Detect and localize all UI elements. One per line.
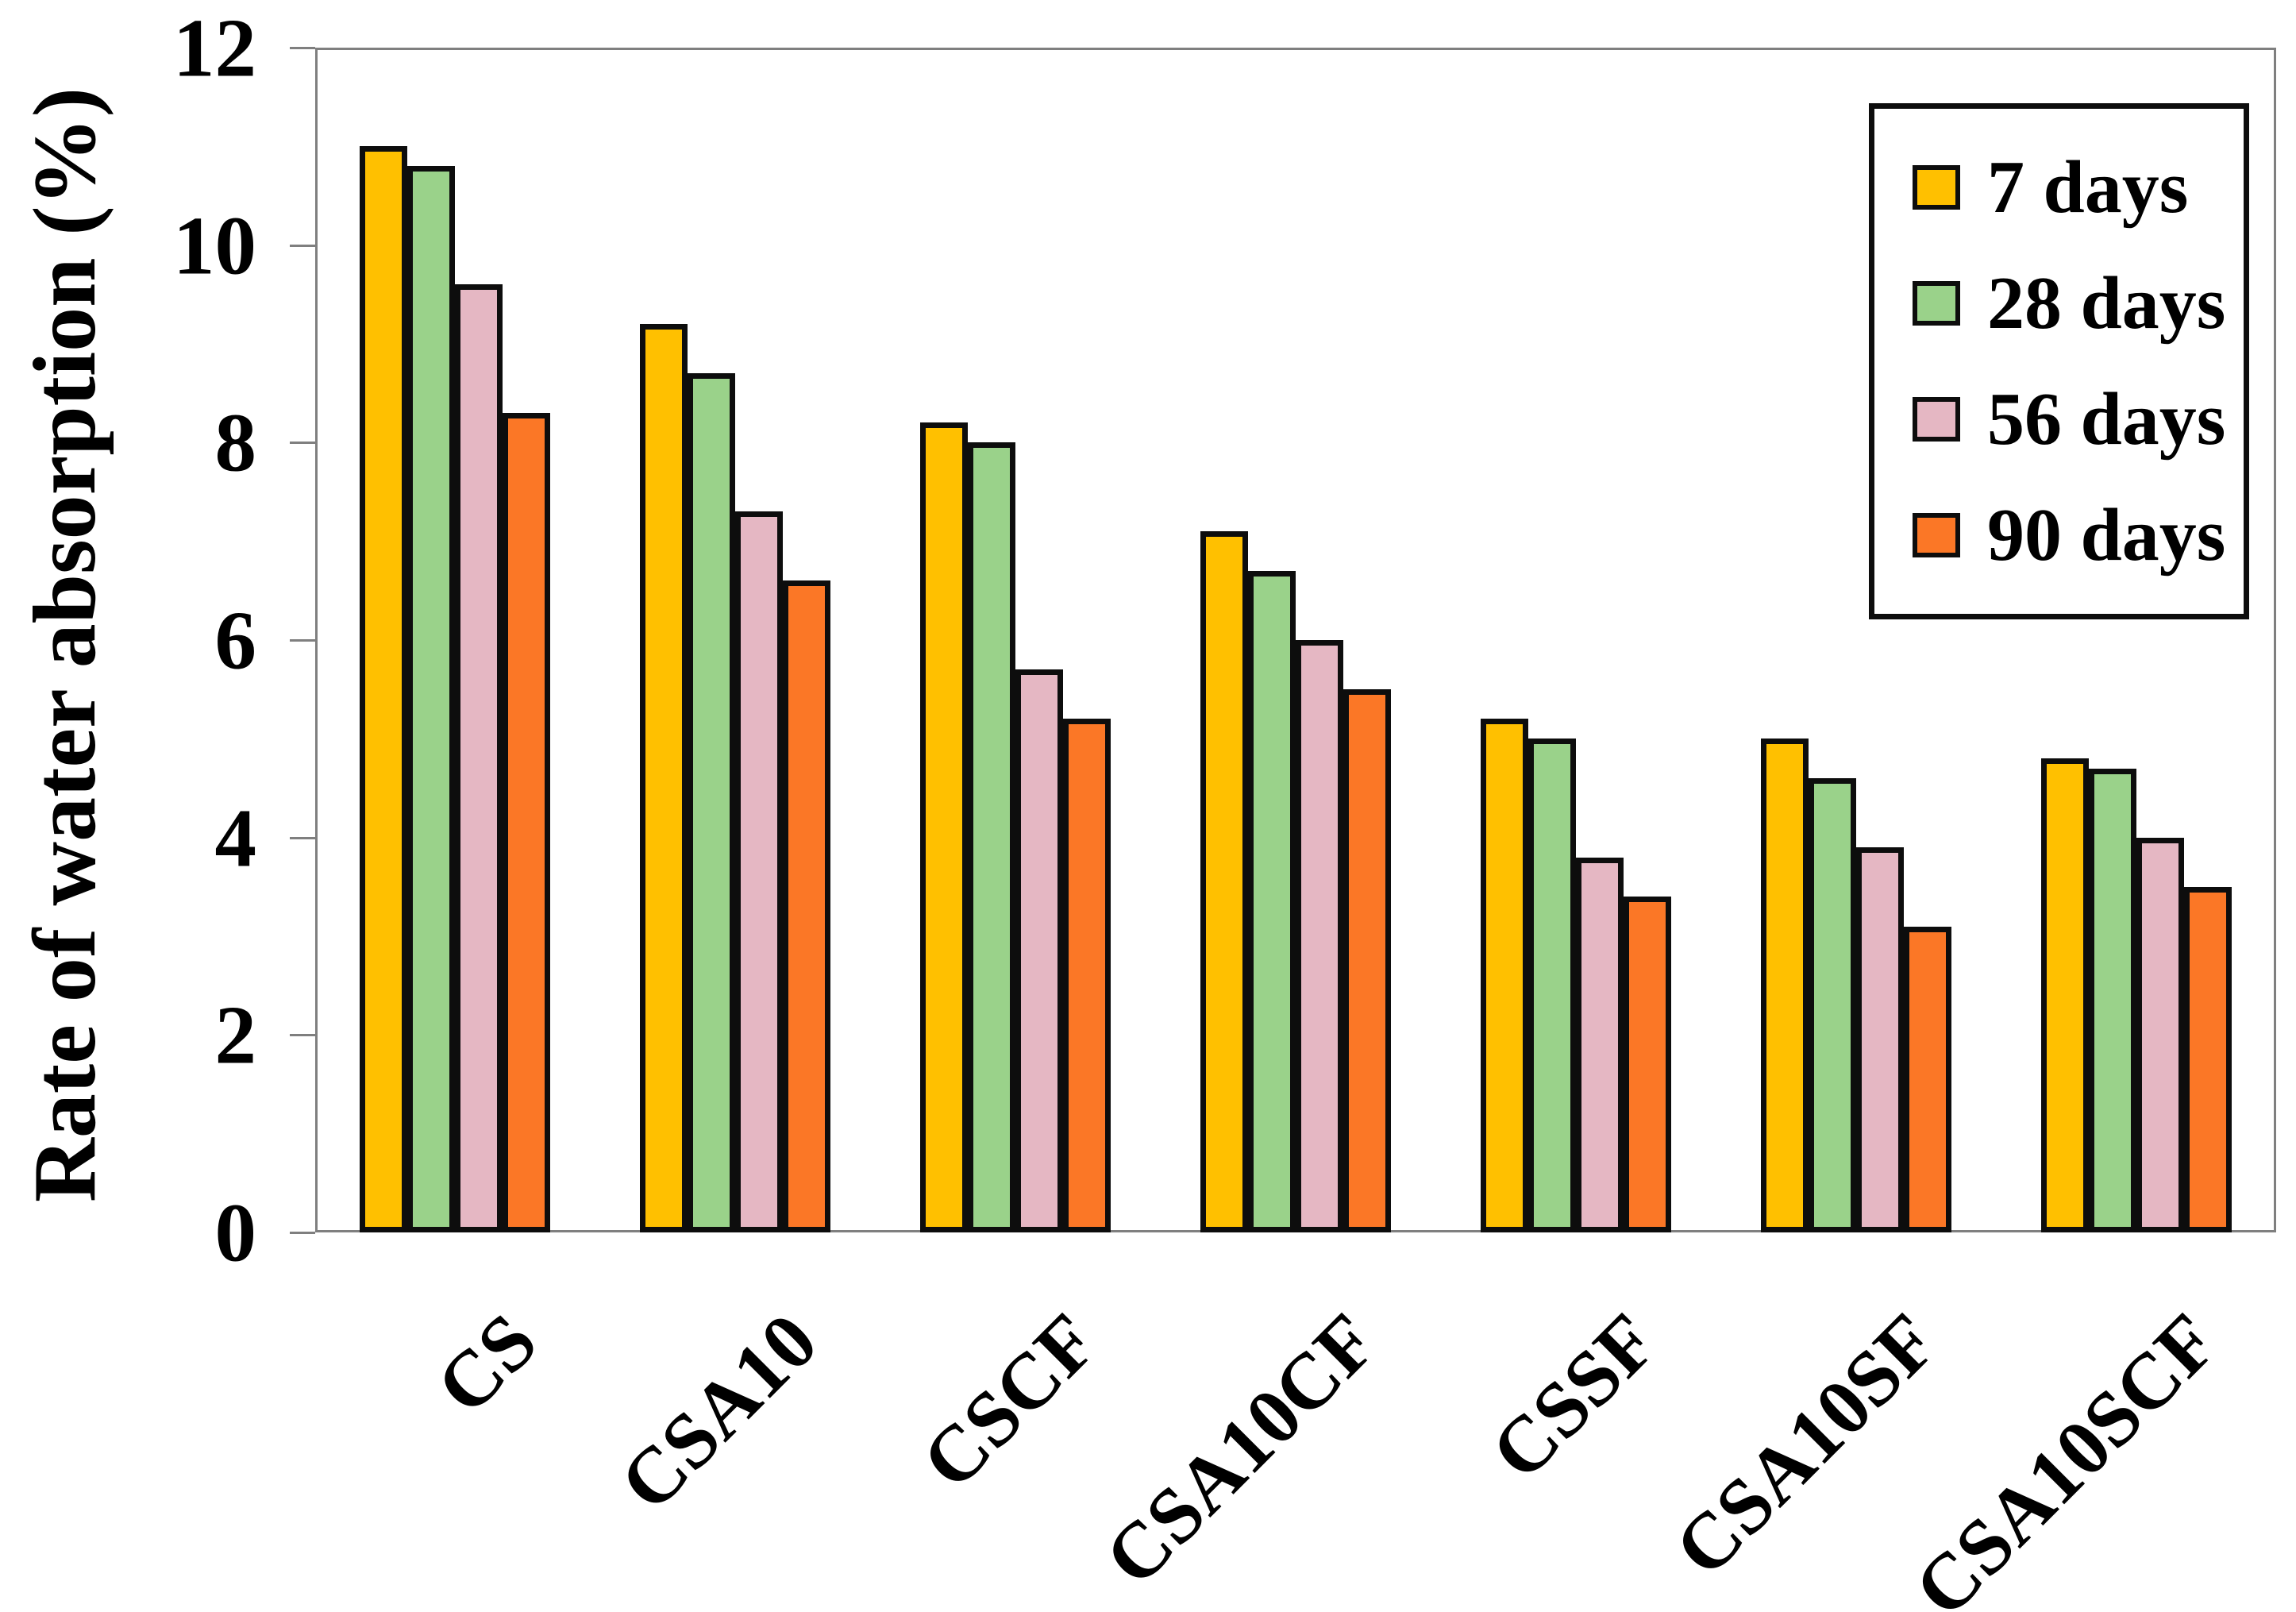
bar-csa10cf-28-days bbox=[1248, 570, 1296, 1232]
bar-csa10scf-28-days bbox=[2088, 768, 2136, 1232]
bar-cssf-7-days bbox=[1480, 719, 1528, 1232]
legend-item-90-days: 90 days bbox=[1913, 498, 2244, 573]
legend-swatch-7-days bbox=[1913, 165, 1960, 210]
bar-cscf-90-days bbox=[1063, 719, 1111, 1232]
bar-cssf-56-days bbox=[1575, 857, 1624, 1232]
y-tick-10 bbox=[290, 244, 315, 247]
y-tick-label-12: 12 bbox=[173, 1, 256, 94]
legend-item-28-days: 28 days bbox=[1913, 266, 2244, 341]
legend-item-56-days: 56 days bbox=[1913, 382, 2244, 457]
x-label-csa10cf: CSA10CF bbox=[1088, 1296, 1394, 1602]
y-tick-label-4: 4 bbox=[214, 791, 257, 885]
y-tick-6 bbox=[290, 639, 315, 642]
bar-csa10cf-7-days bbox=[1200, 531, 1248, 1232]
bar-csa10-7-days bbox=[640, 324, 688, 1232]
bar-cssf-28-days bbox=[1527, 739, 1576, 1232]
bar-cs-90-days bbox=[503, 413, 551, 1232]
y-tick-label-2: 2 bbox=[214, 988, 257, 1082]
bar-csa10scf-56-days bbox=[2136, 837, 2184, 1232]
bar-cssf-90-days bbox=[1623, 897, 1671, 1232]
legend-label-28-days: 28 days bbox=[1987, 262, 2226, 345]
bar-cscf-28-days bbox=[968, 442, 1016, 1232]
bar-csa10sf-90-days bbox=[1903, 926, 1951, 1232]
bar-cs-56-days bbox=[455, 284, 503, 1232]
legend-label-56-days: 56 days bbox=[1987, 378, 2226, 461]
y-tick-label-8: 8 bbox=[214, 395, 257, 489]
bar-csa10sf-28-days bbox=[1808, 778, 1856, 1232]
x-label-cs: CS bbox=[419, 1296, 554, 1431]
y-tick-12 bbox=[290, 47, 315, 49]
legend-label-7-days: 7 days bbox=[1987, 146, 2189, 229]
bar-csa10-28-days bbox=[688, 373, 736, 1232]
bar-csa10sf-56-days bbox=[1855, 847, 1904, 1232]
bar-csa10sf-7-days bbox=[1760, 739, 1809, 1232]
x-label-cssf: CSSF bbox=[1474, 1296, 1674, 1497]
y-tick-label-6: 6 bbox=[214, 593, 257, 687]
bar-cscf-7-days bbox=[920, 422, 969, 1232]
legend-swatch-90-days bbox=[1913, 513, 1960, 557]
bar-csa10-90-days bbox=[783, 580, 831, 1232]
bar-csa10-56-days bbox=[735, 511, 784, 1232]
bar-cs-28-days bbox=[407, 166, 456, 1232]
y-tick-0 bbox=[290, 1232, 315, 1234]
legend: 7 days 28 days 56 days 90 days bbox=[1869, 103, 2249, 619]
y-tick-8 bbox=[290, 442, 315, 445]
legend-item-7-days: 7 days bbox=[1913, 150, 2244, 225]
bar-cs-7-days bbox=[360, 146, 408, 1232]
x-label-csa10: CSA10 bbox=[603, 1296, 834, 1528]
x-label-cscf: CSCF bbox=[904, 1296, 1114, 1506]
x-label-csa10scf: CSA10SCF bbox=[1897, 1296, 2235, 1612]
bar-csa10cf-56-days bbox=[1296, 640, 1343, 1232]
y-tick-label-0: 0 bbox=[214, 1186, 257, 1279]
y-tick-4 bbox=[290, 836, 315, 839]
bar-csa10cf-90-days bbox=[1343, 689, 1391, 1232]
x-label-csa10sf: CSA10SF bbox=[1658, 1296, 1955, 1593]
bar-csa10scf-90-days bbox=[2183, 886, 2232, 1232]
legend-label-90-days: 90 days bbox=[1987, 494, 2226, 577]
bar-cscf-56-days bbox=[1015, 669, 1064, 1232]
legend-swatch-56-days bbox=[1913, 397, 1960, 442]
legend-swatch-28-days bbox=[1913, 281, 1960, 326]
bar-csa10scf-7-days bbox=[2040, 758, 2089, 1232]
y-tick-label-10: 10 bbox=[173, 199, 256, 292]
y-tick-2 bbox=[290, 1034, 315, 1037]
